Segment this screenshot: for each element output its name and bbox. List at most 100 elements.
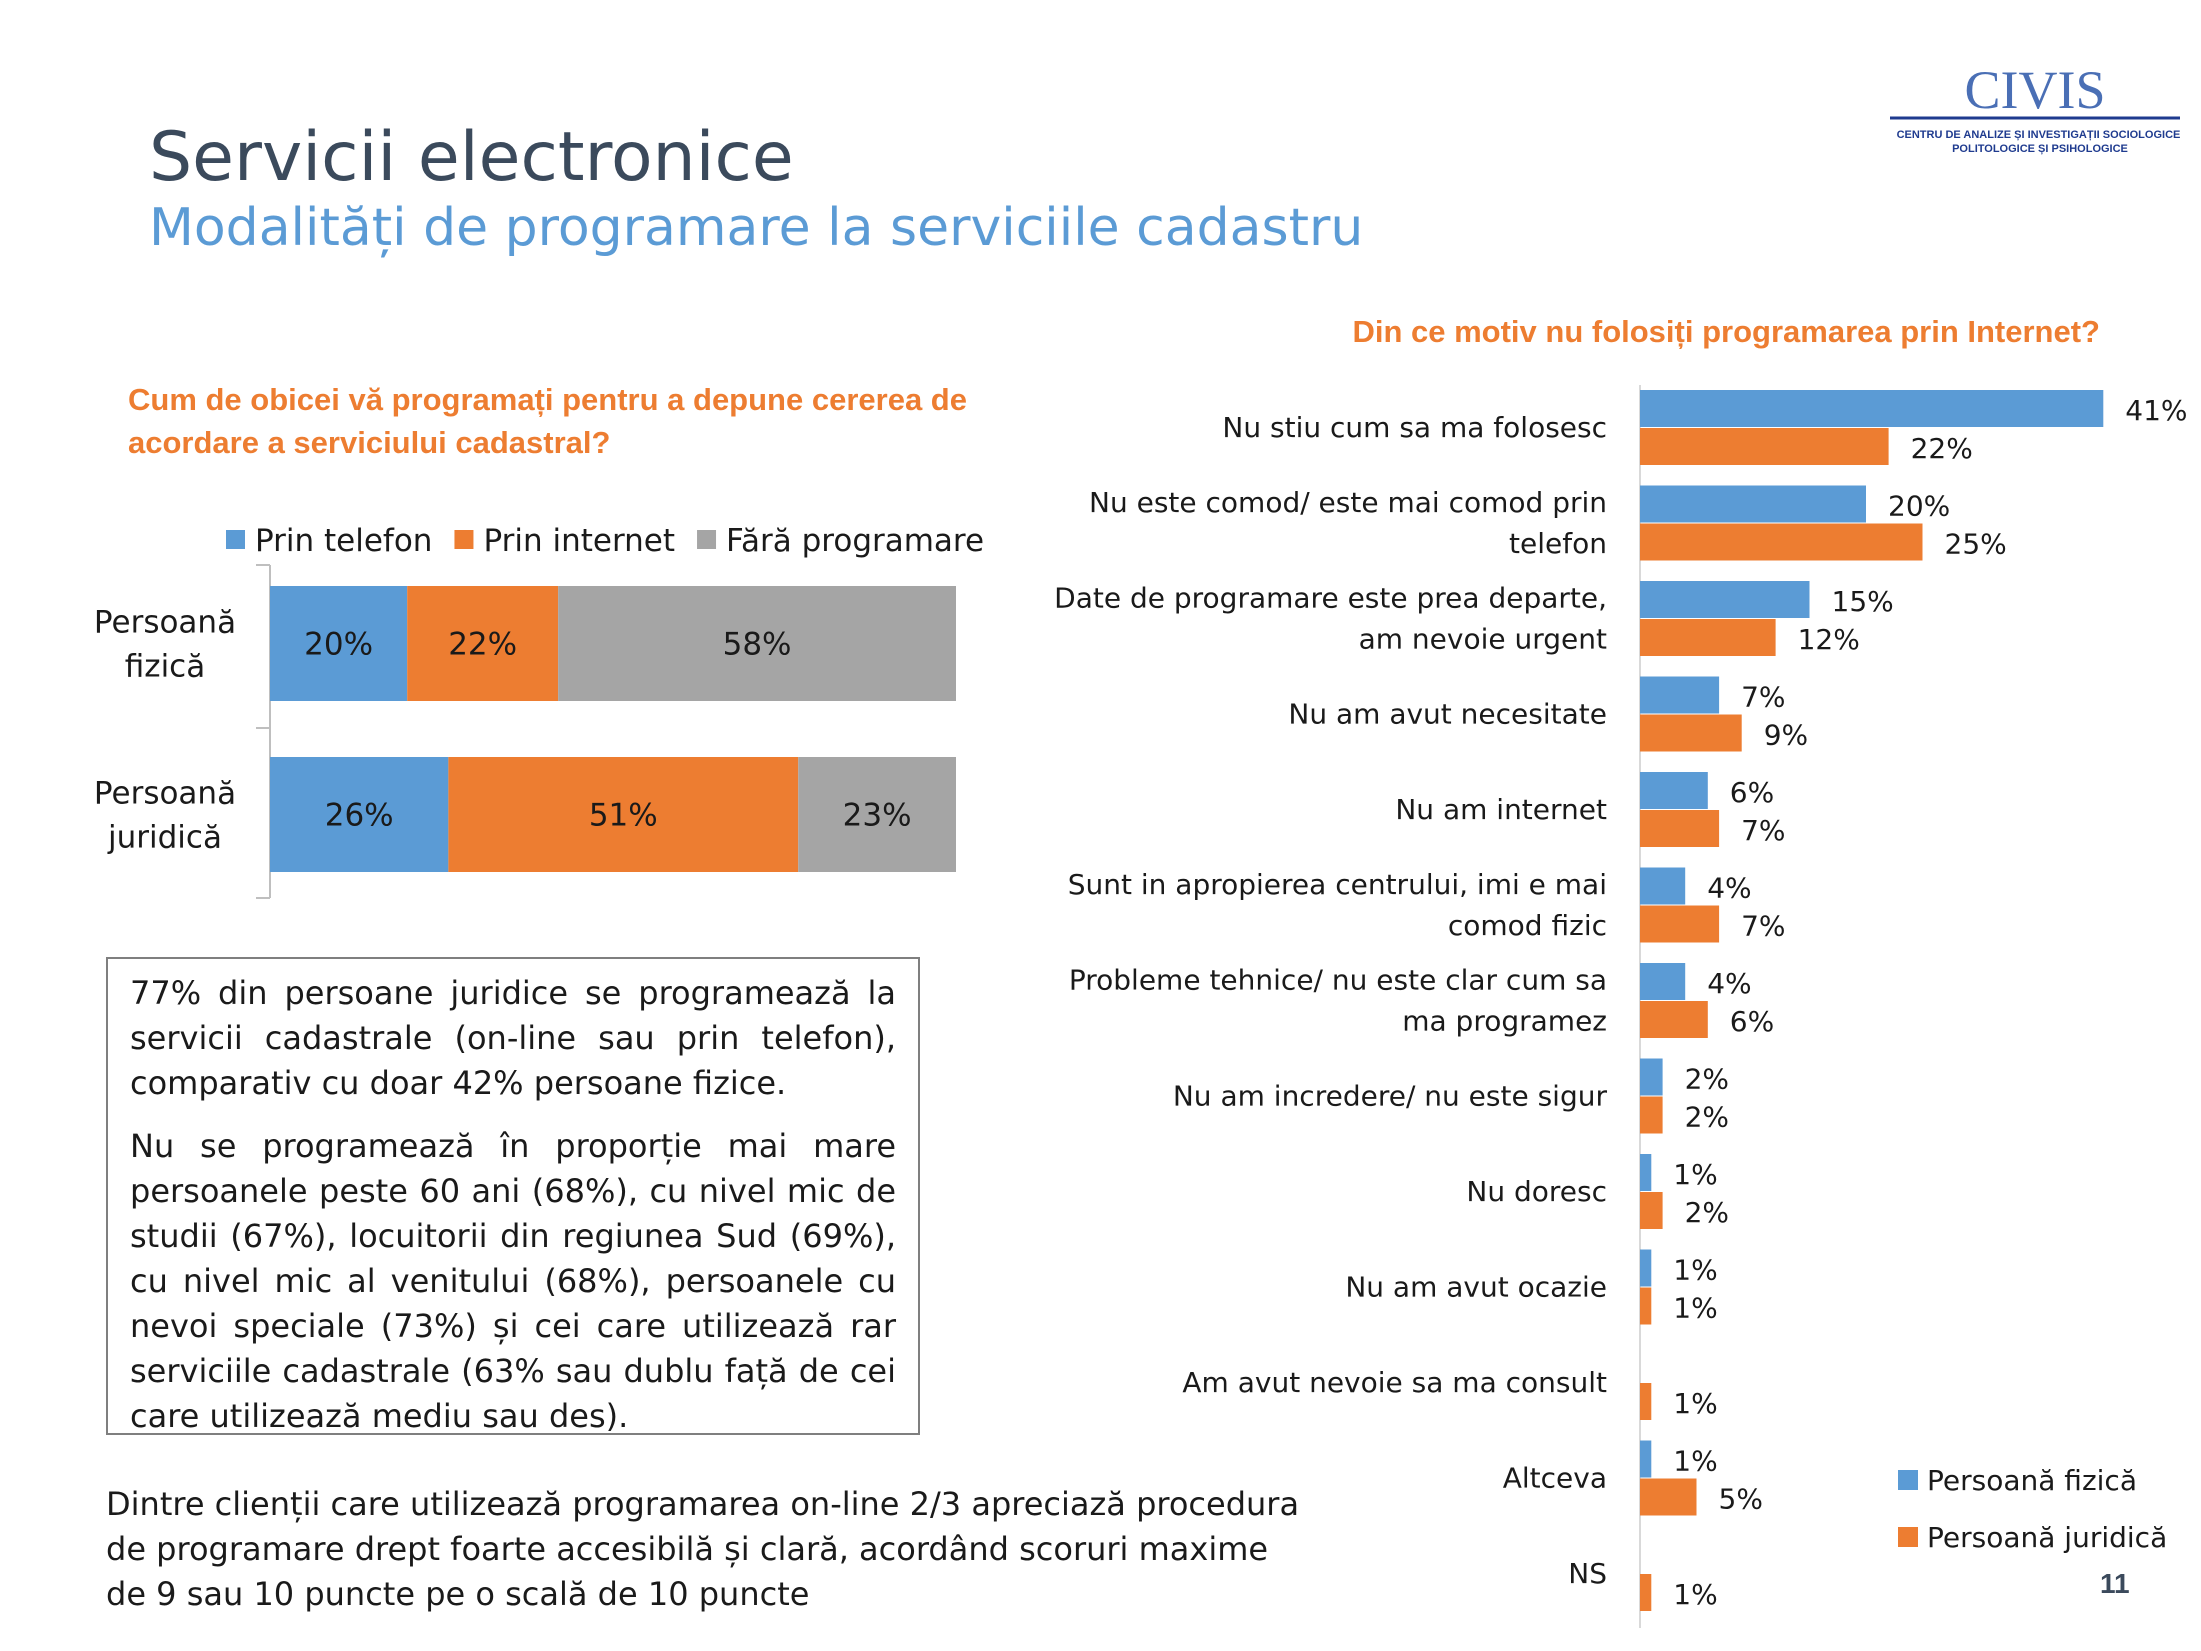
- category-label-4-line-1: Nu am avut necesitate: [1288, 698, 1607, 731]
- bar-3-series-1: [1640, 581, 1810, 618]
- bar-label-7-series-2: 6%: [1730, 1005, 1774, 1038]
- bar-label-2-series-1: 20%: [1888, 490, 1950, 523]
- bar-label-3-series-1: 15%: [1832, 585, 1894, 618]
- category-label-1-line-1: Nu stiu cum sa ma folosesc: [1222, 411, 1607, 444]
- right-chart-question: Din ce motiv nu folosiți programarea pri…: [1352, 314, 2100, 349]
- civis-logo: CIVIS CENTRU DE ANALIZE ȘI INVESTIGAȚII …: [1890, 60, 2180, 155]
- stacked-bar-2-3: [798, 757, 956, 872]
- legend-label-1: Prin telefon: [255, 523, 432, 559]
- page-title: Servicii electronice: [149, 118, 794, 197]
- logo-text: CIVIS: [1964, 60, 2105, 120]
- legend-swatch-2: [1898, 1527, 1918, 1547]
- stacked-bar-label-1-2: 22%: [448, 627, 517, 663]
- bar-8-series-1: [1640, 1058, 1663, 1096]
- bar-label-4-series-2: 9%: [1764, 719, 1808, 752]
- category-label-2-line-2: telefon: [1509, 527, 1607, 560]
- category-label-10-line-1: Nu am avut ocazie: [1345, 1271, 1607, 1304]
- category-label-3-line-1: Date de programare este prea departe,: [1054, 582, 1607, 615]
- logo-caption-line1: CENTRU DE ANALIZE ȘI INVESTIGAȚII SOCIOL…: [1897, 129, 2180, 141]
- stacked-bar-label-1-1: 20%: [304, 627, 373, 663]
- bar-3-series-2: [1640, 619, 1776, 656]
- left-chart-question: Cum de obicei vă programați pentru a dep…: [128, 382, 967, 460]
- bar-label-1-series-2: 22%: [1911, 432, 1973, 465]
- bar-label-5-series-1: 6%: [1730, 776, 1774, 809]
- category-label-5-line-1: Nu am internet: [1395, 793, 1607, 826]
- bar-label-11-series-2: 1%: [1673, 1387, 1717, 1420]
- findings-textbox: 77% din persoane juridice se programează…: [106, 957, 920, 1435]
- bar-label-13-series-2: 1%: [1673, 1578, 1717, 1611]
- stacked-bar-label-2-3: 23%: [843, 798, 912, 834]
- category-label-2-line-2: juridică: [107, 820, 222, 856]
- bar-12-series-2: [1640, 1478, 1697, 1516]
- page-subtitle: Modalități de programare la serviciile c…: [149, 198, 1364, 258]
- stacked-bar-1-1: [270, 586, 408, 701]
- left-stacked-bar-chart: Prin telefon Prin internet Fără programare…: [94, 523, 984, 899]
- stacked-bar-2-1: [270, 757, 449, 872]
- bar-13-series-2: [1640, 1574, 1652, 1611]
- category-label-3-line-2: am nevoie urgent: [1359, 623, 1607, 656]
- bar-12-series-1: [1640, 1440, 1652, 1478]
- logo-caption-line2: POLITOLOGICE ȘI PSIHOLOGICE: [1952, 143, 2128, 155]
- stacked-bar-1-3: [558, 586, 956, 701]
- legend-label-2: Persoană juridică: [1927, 1521, 2167, 1554]
- legend-swatch-1: [1898, 1470, 1918, 1490]
- bar-label-8-series-1: 2%: [1685, 1063, 1729, 1096]
- category-label-7-line-2: ma programez: [1402, 1005, 1607, 1038]
- bar-10-series-2: [1640, 1287, 1652, 1325]
- bar-label-8-series-2: 2%: [1685, 1101, 1729, 1134]
- bar-label-12-series-1: 1%: [1673, 1445, 1717, 1478]
- bar-label-4-series-1: 7%: [1741, 681, 1785, 714]
- bar-11-series-2: [1640, 1383, 1652, 1420]
- bottom-note: Dintre clienții care utilizează programa…: [106, 1485, 1300, 1613]
- bar-2-series-2: [1640, 523, 1923, 561]
- bar-6-series-1: [1640, 867, 1686, 905]
- bar-7-series-1: [1640, 963, 1686, 1000]
- category-label-8-line-1: Nu am incredere/ nu este sigur: [1173, 1080, 1608, 1113]
- bar-5-series-2: [1640, 810, 1720, 847]
- legend-label-3: Fără programare: [726, 523, 984, 559]
- legend-label-1: Persoană fizică: [1927, 1464, 2137, 1497]
- stacked-bar-label-1-3: 58%: [723, 627, 792, 663]
- category-label-1-line-2: fizică: [125, 649, 205, 685]
- category-label-13-line-1: NS: [1568, 1557, 1607, 1590]
- category-label-7-line-1: Probleme tehnice/ nu este clar cum sa: [1069, 964, 1607, 997]
- findings-paragraph-1: 77% din persoane juridice se programează…: [130, 974, 896, 1102]
- bar-4-series-2: [1640, 714, 1742, 752]
- findings-paragraph-2: Nu se programează în proporție mai mare …: [130, 1127, 896, 1435]
- bar-4-series-1: [1640, 676, 1720, 714]
- legend-swatch-3: [697, 530, 717, 549]
- page-number: 11: [2100, 1568, 2130, 1599]
- bar-label-10-series-1: 1%: [1673, 1254, 1717, 1287]
- bar-label-6-series-2: 7%: [1741, 910, 1785, 943]
- category-label-6-line-2: comod fizic: [1448, 909, 1607, 942]
- bar-label-9-series-2: 2%: [1685, 1196, 1729, 1229]
- stacked-bar-label-2-2: 51%: [589, 798, 658, 834]
- category-label-9-line-1: Nu doresc: [1466, 1175, 1607, 1208]
- bar-1-series-1: [1640, 390, 2104, 427]
- category-label-11-line-1: Am avut nevoie sa ma consult: [1182, 1366, 1607, 1399]
- bar-9-series-2: [1640, 1192, 1663, 1229]
- bar-5-series-1: [1640, 772, 1708, 809]
- bar-label-2-series-2: 25%: [1945, 528, 2007, 561]
- bar-6-series-2: [1640, 905, 1720, 943]
- bar-2-series-1: [1640, 485, 1866, 523]
- bar-7-series-2: [1640, 1001, 1708, 1038]
- bar-8-series-2: [1640, 1096, 1663, 1134]
- stacked-bar-1-2: [407, 586, 559, 701]
- legend-swatch-2: [454, 530, 474, 549]
- bar-label-5-series-2: 7%: [1741, 814, 1785, 847]
- bar-10-series-1: [1640, 1249, 1652, 1287]
- bar-label-12-series-2: 5%: [1719, 1483, 1763, 1516]
- bar-label-1-series-1: 41%: [2125, 394, 2187, 427]
- stacked-bar-2-2: [448, 757, 799, 872]
- category-label-6-line-1: Sunt in apropierea centrului, imi e mai: [1068, 868, 1607, 901]
- stacked-bar-label-2-1: 26%: [325, 798, 394, 834]
- category-label-12-line-1: Altceva: [1503, 1462, 1607, 1495]
- bar-label-3-series-2: 12%: [1798, 623, 1860, 656]
- category-label-1-line-1: Persoană: [94, 605, 236, 641]
- category-label-2-line-1: Persoană: [94, 776, 236, 812]
- bar-label-9-series-1: 1%: [1673, 1158, 1717, 1191]
- bar-label-10-series-2: 1%: [1673, 1292, 1717, 1325]
- category-label-2-line-1: Nu este comod/ este mai comod prin: [1089, 486, 1607, 519]
